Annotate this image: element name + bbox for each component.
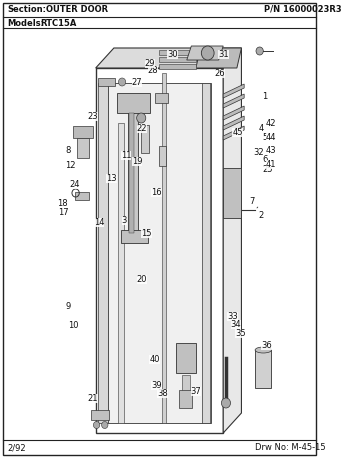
Polygon shape <box>117 93 150 113</box>
FancyArrowPatch shape <box>257 207 258 208</box>
Text: 30: 30 <box>167 49 177 59</box>
Circle shape <box>136 113 146 123</box>
Polygon shape <box>160 50 196 55</box>
Ellipse shape <box>255 347 272 353</box>
Text: 13: 13 <box>106 174 117 183</box>
Text: 44: 44 <box>266 133 276 142</box>
Text: 35: 35 <box>236 329 246 338</box>
Bar <box>162 73 166 423</box>
Text: 37: 37 <box>191 387 202 396</box>
Text: 32: 32 <box>253 147 264 157</box>
Bar <box>202 83 210 423</box>
Bar <box>180 390 192 408</box>
Polygon shape <box>223 106 244 120</box>
Bar <box>98 83 107 423</box>
Text: 11: 11 <box>121 151 131 160</box>
Text: 38: 38 <box>157 389 168 398</box>
Text: 34: 34 <box>231 320 241 329</box>
Bar <box>182 375 189 390</box>
Text: OUTER DOOR: OUTER DOOR <box>46 5 108 13</box>
Text: 15: 15 <box>141 229 152 238</box>
Text: 2: 2 <box>259 211 264 220</box>
Text: 45: 45 <box>232 128 243 137</box>
Text: 25: 25 <box>262 165 273 174</box>
Text: 18: 18 <box>57 199 68 208</box>
Text: 14: 14 <box>93 218 104 227</box>
Bar <box>155 93 168 103</box>
Bar <box>98 78 115 86</box>
Polygon shape <box>96 48 241 68</box>
Text: 8: 8 <box>66 146 71 155</box>
Bar <box>141 125 148 153</box>
Text: 5: 5 <box>262 133 267 142</box>
Polygon shape <box>121 230 148 243</box>
Circle shape <box>102 421 108 429</box>
Text: 7: 7 <box>249 197 254 206</box>
Text: 1: 1 <box>262 92 267 101</box>
Text: 24: 24 <box>70 180 80 189</box>
Bar <box>223 168 242 218</box>
Bar <box>77 138 89 158</box>
Text: 26: 26 <box>215 69 225 78</box>
Polygon shape <box>223 116 244 130</box>
Polygon shape <box>187 46 223 60</box>
Text: 6: 6 <box>262 155 267 164</box>
Bar <box>73 126 93 138</box>
Bar <box>75 192 89 200</box>
Text: 17: 17 <box>58 208 69 218</box>
Bar <box>130 113 134 233</box>
Circle shape <box>222 398 231 408</box>
Polygon shape <box>196 48 242 68</box>
Polygon shape <box>223 48 242 433</box>
Bar <box>255 350 272 388</box>
Bar <box>160 146 166 166</box>
Bar <box>127 108 139 238</box>
Polygon shape <box>107 83 211 423</box>
Text: 31: 31 <box>218 49 229 59</box>
Text: RTC15A: RTC15A <box>40 18 76 27</box>
Text: 9: 9 <box>66 302 71 311</box>
Bar <box>91 410 109 420</box>
Text: 43: 43 <box>266 146 276 155</box>
Polygon shape <box>223 94 244 108</box>
Polygon shape <box>96 68 223 433</box>
Text: 41: 41 <box>266 160 276 169</box>
Text: 16: 16 <box>151 188 162 197</box>
Text: 20: 20 <box>136 275 147 284</box>
Bar <box>118 123 124 423</box>
Text: 29: 29 <box>145 59 155 68</box>
Text: Drw No: M-45-15: Drw No: M-45-15 <box>255 443 326 453</box>
Text: 22: 22 <box>136 124 147 133</box>
Text: Section:: Section: <box>7 5 46 13</box>
Text: 12: 12 <box>65 161 75 170</box>
Text: P/N 16000023R3: P/N 16000023R3 <box>264 5 342 13</box>
Text: 42: 42 <box>266 119 276 128</box>
Text: 40: 40 <box>149 355 160 364</box>
Polygon shape <box>223 84 244 98</box>
Text: 28: 28 <box>148 66 158 76</box>
Text: 39: 39 <box>151 381 162 390</box>
Circle shape <box>201 46 214 60</box>
Text: 10: 10 <box>68 321 79 330</box>
Text: 23: 23 <box>87 112 98 121</box>
Text: 4: 4 <box>259 124 264 133</box>
Circle shape <box>118 78 126 86</box>
Text: 3: 3 <box>122 216 127 225</box>
Text: Models:: Models: <box>7 18 44 27</box>
Bar <box>176 343 196 373</box>
Polygon shape <box>160 57 196 62</box>
Text: 2/92: 2/92 <box>7 443 26 453</box>
Text: 27: 27 <box>132 78 142 87</box>
Polygon shape <box>223 126 244 140</box>
Text: 21: 21 <box>87 394 98 403</box>
Text: 19: 19 <box>132 157 142 166</box>
Circle shape <box>93 421 100 429</box>
Text: 33: 33 <box>228 311 238 321</box>
Circle shape <box>256 47 263 55</box>
Text: 36: 36 <box>261 341 272 350</box>
Polygon shape <box>160 64 196 69</box>
